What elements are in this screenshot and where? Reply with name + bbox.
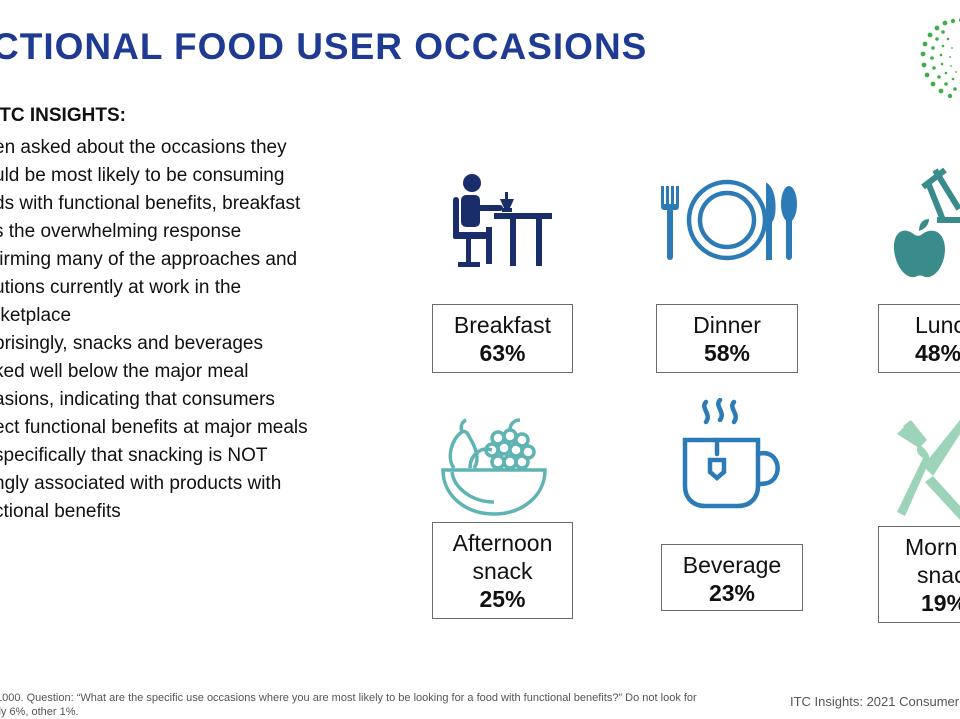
occasion-percent: 58%	[703, 340, 751, 366]
insights-line: specifically that snacking is NOT	[0, 445, 268, 466]
insights-line: prisingly, snacks and beverages	[0, 333, 263, 354]
insights-line: ds with functional benefits, breakfast	[0, 193, 301, 214]
occasion-card-breakfast: Breakfast 63%	[432, 304, 573, 373]
insights-line: asions, indicating that consumers	[0, 389, 275, 410]
insights-line: ngly associated with products with	[0, 473, 282, 494]
occasion-label: Dinner	[693, 312, 761, 338]
insights-line: firming many of the approaches and	[0, 249, 298, 270]
fork-knife-crossed-icon	[897, 420, 960, 520]
insights-line: ctional benefits	[0, 501, 121, 522]
insights-line: rketplace	[0, 305, 72, 326]
occasion-label: Morn	[905, 534, 958, 560]
insights-line: utions currently at work in the	[0, 277, 242, 298]
insights-line: ked well below the major meal	[0, 361, 249, 382]
insights-line: ect functional benefits at major meals	[0, 417, 308, 438]
occasion-label: Breakfast	[453, 312, 552, 338]
occasion-percent: 25%	[479, 586, 526, 612]
occasion-label-line2: snack	[472, 558, 533, 584]
occasion-card-dinner: Dinner 58%	[656, 304, 798, 373]
insights-heading: ITC INSIGHTS:	[0, 105, 126, 126]
footnote-line: 1000. Question: “What are the specific u…	[0, 692, 697, 704]
source-credit: ITC Insights: 2021 Consumer Fo	[790, 694, 960, 709]
occasion-card-morning-snack: Morn snac 19%	[878, 526, 960, 623]
occasion-percent: 63%	[479, 340, 526, 366]
occasion-card-lunch: Lunc 48%	[878, 304, 960, 373]
tea-cup-icon	[682, 398, 780, 509]
footnote: 1000. Question: “What are the specific u…	[0, 691, 766, 719]
occasion-percent: 19%	[921, 590, 960, 616]
occasion-label-line2: snac	[917, 562, 960, 588]
breakfast-person-at-table-icon	[453, 174, 552, 267]
fruit-bowl-icon	[441, 418, 547, 516]
occasion-label: Afternoon	[452, 530, 553, 556]
apple-lunch-icon	[893, 167, 960, 278]
occasion-label: Beverage	[682, 552, 782, 578]
occasion-card-beverage: Beverage 23%	[661, 544, 803, 611]
plate-fork-knife-spoon-icon	[661, 179, 797, 261]
insights-line: s the overwhelming response	[0, 221, 242, 242]
page-title: CTIONAL FOOD USER OCCASIONS	[0, 26, 648, 67]
occasion-percent: 48%	[915, 340, 960, 366]
insights-line: uld be most likely to be consuming	[0, 165, 285, 186]
dotted-circle-logo-icon	[920, 18, 960, 99]
occasion-label: Lunc	[915, 312, 960, 338]
occasion-card-afternoon-snack: Afternoon snack 25%	[432, 522, 573, 619]
insights-line: en asked about the occasions they	[0, 137, 287, 158]
occasion-percent: 23%	[708, 580, 756, 606]
footnote-line: lly 6%, other 1%.	[0, 706, 79, 718]
insights-panel: ITC INSIGHTS: en asked about the occasio…	[0, 102, 374, 526]
